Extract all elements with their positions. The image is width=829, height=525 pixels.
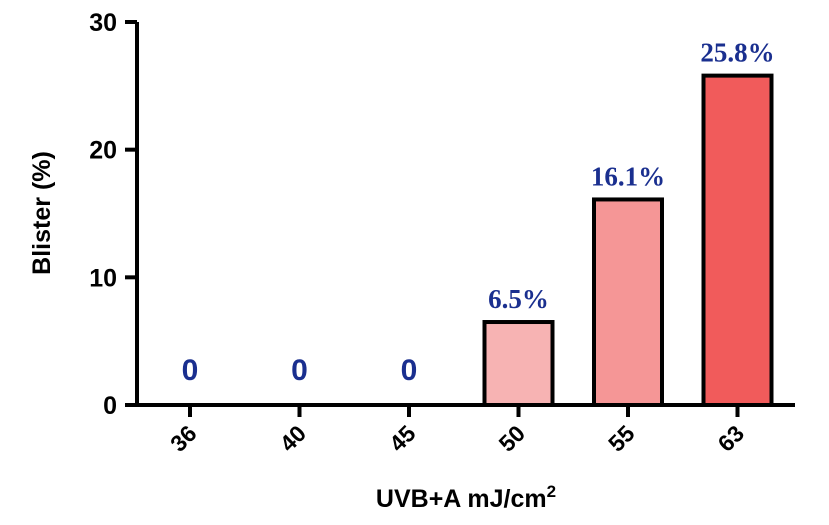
data-label: 0: [182, 354, 199, 387]
data-labels-group: 0 0 0 6.5% 16.1% 25.8%: [182, 38, 775, 387]
x-tick-label: 63: [713, 420, 749, 456]
x-ticks-group: 36 40 45 50 55 63: [165, 405, 749, 457]
bar: [482, 320, 555, 407]
y-axis-title: Blister (%): [28, 151, 56, 275]
x-axis-title-main: UVB+A mJ/cm: [376, 485, 547, 513]
x-tick-label: 55: [603, 420, 640, 457]
x-tick-label: 45: [384, 420, 421, 457]
data-label: 0: [291, 354, 308, 387]
y-tick-label: 0: [103, 392, 117, 420]
x-tick-label: 36: [165, 420, 201, 456]
data-label: 6.5%: [488, 284, 549, 314]
bar: [701, 73, 774, 408]
data-label: 16.1%: [591, 161, 665, 191]
y-ticks-group: 0 10 20 30: [89, 9, 137, 420]
data-label: 0: [401, 354, 418, 387]
x-axis-title: UVB+A mJ/cm2: [376, 482, 556, 513]
y-tick-label: 30: [89, 9, 117, 37]
x-tick-label: 40: [275, 420, 311, 456]
x-tick-label: 50: [494, 420, 530, 456]
bars-group: [482, 73, 774, 408]
y-tick-label: 20: [89, 137, 117, 165]
data-label: 25.8%: [700, 38, 774, 68]
y-tick-label: 10: [89, 264, 117, 292]
x-axis-title-superscript: 2: [547, 482, 556, 501]
bar: [592, 197, 664, 407]
